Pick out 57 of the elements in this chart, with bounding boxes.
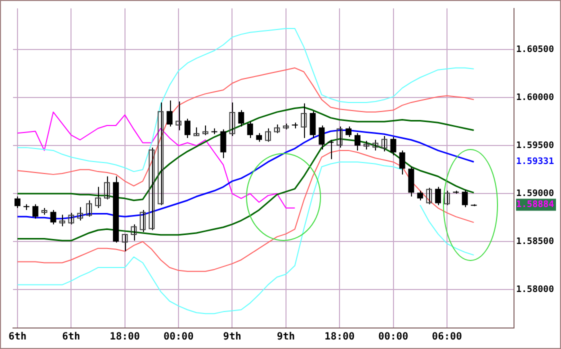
candlestick — [444, 190, 450, 206]
x-tick-label: 9th — [276, 332, 295, 343]
y-tick-label: 1.60000 — [516, 93, 554, 103]
candlestick — [265, 128, 271, 142]
candlestick — [148, 147, 155, 231]
candlestick — [390, 136, 396, 156]
candlestick — [346, 126, 352, 138]
candlestick — [435, 186, 441, 206]
candlestick — [417, 190, 424, 201]
candlestick — [86, 200, 92, 218]
candlestick — [122, 233, 128, 252]
candlestick — [229, 102, 236, 137]
candlestick — [14, 196, 20, 209]
x-tick-label: 00:00 — [378, 332, 408, 343]
candlestick — [59, 214, 66, 227]
candlestick — [140, 209, 146, 233]
candlestick — [77, 206, 84, 222]
candlestick — [32, 204, 38, 220]
candlestick — [318, 124, 325, 150]
candlestick — [247, 121, 254, 138]
candlestick — [238, 110, 244, 127]
x-tick-label: 06:00 — [432, 332, 462, 343]
candlestick — [176, 100, 182, 131]
candlestick — [50, 209, 56, 225]
candlestick — [300, 102, 307, 138]
x-tick-label: 6th — [8, 332, 27, 343]
candlestick — [426, 187, 432, 205]
x-tick-label: 9th — [223, 332, 242, 343]
candlestick — [381, 136, 388, 152]
candlestick — [95, 186, 101, 209]
candlestick — [184, 118, 190, 138]
candlestick — [220, 128, 226, 159]
candlestick — [408, 166, 414, 198]
candlestick — [158, 102, 164, 206]
x-tick-label: 18:00 — [110, 332, 140, 343]
y-tick-label: 1.58000 — [516, 284, 554, 295]
candlestick — [202, 124, 208, 136]
x-tick-label: 18:00 — [324, 332, 355, 343]
candlestick — [130, 224, 137, 242]
candlestick — [399, 150, 406, 175]
candlestick — [310, 110, 316, 138]
candlestick — [462, 189, 468, 208]
candlestick — [68, 212, 74, 225]
x-tick-label: 00:00 — [163, 332, 194, 343]
y-tick-label: 1.59500 — [516, 140, 554, 151]
y-tick-label: 1.59331 — [516, 157, 554, 168]
y-tick-label: 1.58884 — [516, 200, 555, 210]
y-tick-label: 1.58500 — [516, 236, 554, 247]
candlestick — [104, 176, 110, 200]
y-tick-label: 1.59000 — [516, 188, 554, 199]
x-tick-label: 6th — [62, 332, 80, 343]
candlestick — [336, 126, 343, 148]
candlestick — [354, 132, 360, 151]
candlestick — [372, 139, 378, 151]
candlestick — [328, 139, 334, 160]
candlestick — [166, 100, 173, 127]
y-tick-label: 1.60500 — [516, 45, 554, 56]
